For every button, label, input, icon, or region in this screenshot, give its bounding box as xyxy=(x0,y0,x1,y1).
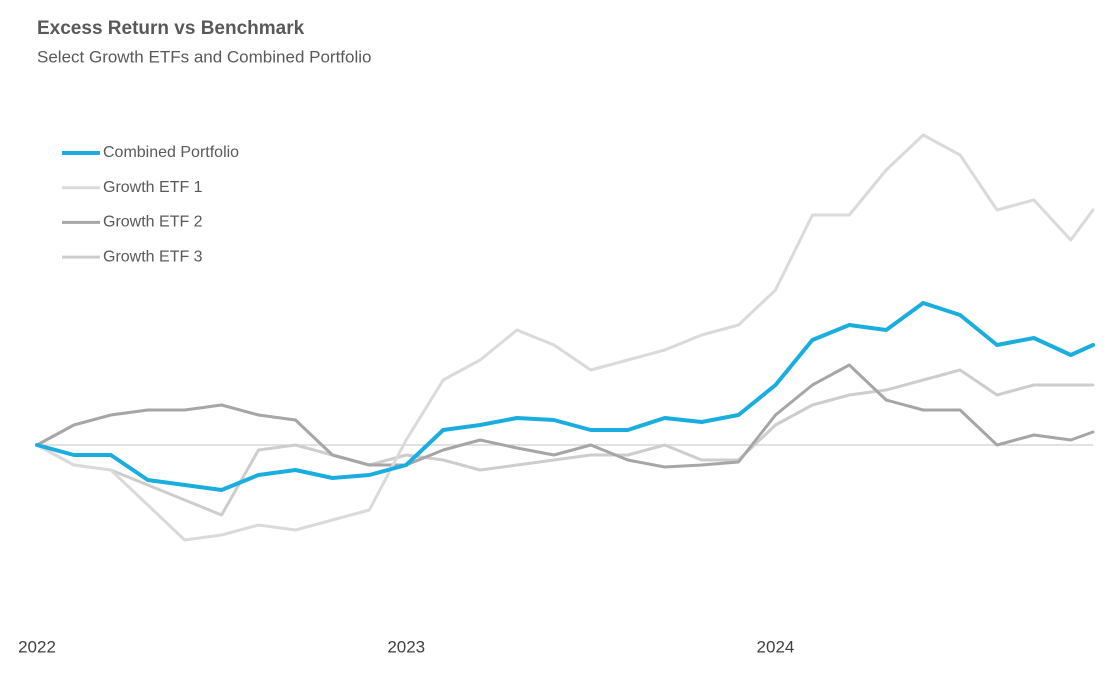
series-line xyxy=(35,363,1095,469)
series-line xyxy=(35,301,1095,492)
x-tick-label: 2024 xyxy=(757,637,795,656)
legend-label: Growth ETF 1 xyxy=(103,179,203,196)
chart-subtitle: Select Growth ETFs and Combined Portfoli… xyxy=(37,47,371,66)
series-line xyxy=(35,368,1095,517)
legend-label: Combined Portfolio xyxy=(103,144,239,161)
x-tick-label: 2022 xyxy=(18,637,56,656)
x-tick-label: 2023 xyxy=(387,637,425,656)
legend-label: Growth ETF 2 xyxy=(103,214,203,231)
legend-label: Growth ETF 3 xyxy=(103,248,203,265)
series-line xyxy=(35,133,1095,542)
chart-title: Excess Return vs Benchmark xyxy=(37,18,305,39)
